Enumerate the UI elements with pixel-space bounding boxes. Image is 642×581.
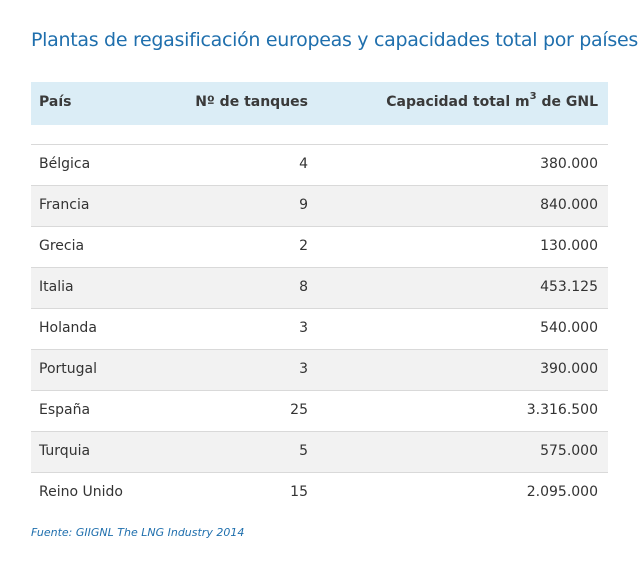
cell-tanks: 8 (299, 279, 308, 295)
header-spacer (31, 125, 608, 145)
cell-capacity: 575.000 (540, 443, 598, 459)
cell-capacity: 453.125 (540, 279, 598, 295)
cell-tanks: 15 (290, 484, 308, 500)
table-row: Holanda 3 540.000 (31, 309, 608, 350)
column-header-capacity: Capacidad total m3 de GNL (386, 91, 598, 110)
capacity-header-suffix: de GNL (536, 94, 598, 110)
cell-country: España (39, 402, 91, 418)
cell-country: Turquia (39, 443, 91, 459)
cell-country: Italia (39, 279, 74, 295)
cell-tanks: 5 (299, 443, 308, 459)
cell-tanks: 9 (299, 197, 308, 213)
capacity-header-prefix: Capacidad total m (386, 94, 530, 110)
cell-tanks: 4 (299, 156, 308, 172)
cell-capacity: 840.000 (540, 197, 598, 213)
cell-capacity: 3.316.500 (526, 402, 598, 418)
source-note: Fuente: GIIGNL The LNG Industry 2014 (31, 526, 245, 539)
table-row: Grecia 2 130.000 (31, 227, 608, 268)
table-row: Reino Unido 15 2.095.000 (31, 473, 608, 513)
cell-tanks: 2 (299, 238, 308, 254)
cell-country: Grecia (39, 238, 85, 254)
cell-country: Francia (39, 197, 90, 213)
cell-capacity: 2.095.000 (526, 484, 598, 500)
table-row: España 25 3.316.500 (31, 391, 608, 432)
table-row: Bélgica 4 380.000 (31, 145, 608, 186)
page-title: Plantas de regasificación europeas y cap… (31, 29, 638, 51)
table-row: Italia 8 453.125 (31, 268, 608, 309)
cell-country: Reino Unido (39, 484, 123, 500)
cell-country: Portugal (39, 361, 97, 377)
cell-capacity: 380.000 (540, 156, 598, 172)
cell-tanks: 3 (299, 361, 308, 377)
capacity-table: País Nº de tanques Capacidad total m3 de… (31, 82, 608, 513)
table-row: Portugal 3 390.000 (31, 350, 608, 391)
capacity-header-superscript: 3 (529, 91, 537, 103)
cell-country: Holanda (39, 320, 97, 336)
column-header-tanks: Nº de tanques (195, 94, 308, 110)
cell-country: Bélgica (39, 156, 91, 172)
table-row: Francia 9 840.000 (31, 186, 608, 227)
cell-tanks: 25 (290, 402, 308, 418)
cell-capacity: 130.000 (540, 238, 598, 254)
cell-capacity: 540.000 (540, 320, 598, 336)
column-header-country: País (39, 94, 72, 110)
cell-tanks: 3 (299, 320, 308, 336)
cell-capacity: 390.000 (540, 361, 598, 377)
table-header: País Nº de tanques Capacidad total m3 de… (31, 82, 608, 125)
table-row: Turquia 5 575.000 (31, 432, 608, 473)
